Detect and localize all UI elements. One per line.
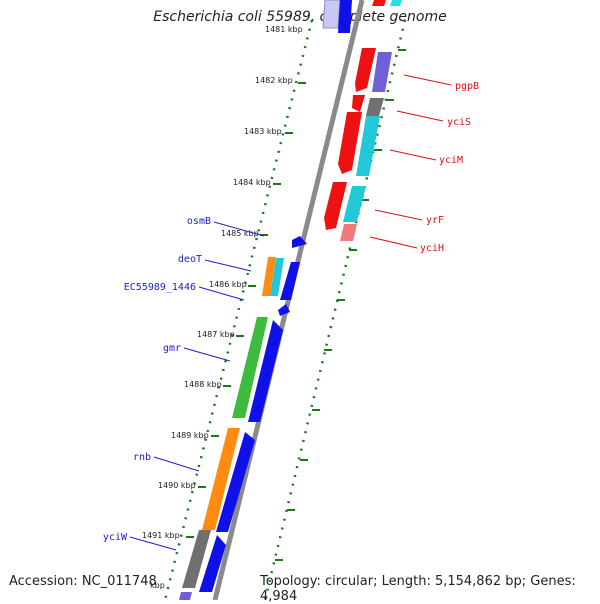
kbp-label: 1491 kbp [142,531,180,540]
gene-arrow-top-faded [322,0,341,29]
gene-arrow-yciM-cyan [356,116,380,176]
gene-arrow-yciM [338,112,362,174]
gene-arrow-gmr [248,320,283,422]
gene-arrow-top-cyan [390,0,402,6]
kbp-label: 1482 kbp [255,76,293,85]
gene-label-gmr: gmr [163,343,181,354]
leader-line-gmr [183,347,231,362]
kbp-ticks [186,82,306,538]
gene-arrow-yciH [340,224,357,241]
kbp-label: 1481 kbp [265,25,303,34]
leader-line-yciS [396,110,444,122]
gene-arrow-top-blue [338,0,352,33]
leader-line-EC55989-1446 [198,286,245,301]
kbp-label: 1488 kbp [184,380,222,389]
gene-label-yciS: yciS [447,117,471,128]
gene-label-EC55989-1446: EC55989_1446 [124,282,196,293]
leader-line-deoT [204,259,252,272]
gene-label-yrF: yrF [426,215,444,226]
gene-arrow-osmB [292,236,307,248]
accession-text: Accession: NC_011748 [9,574,157,589]
gene-label-yciH: yciH [420,243,444,254]
leader-line-rnb [153,456,200,472]
leader-line-pgpB [403,74,452,86]
gene-arrow-top-red [372,0,386,6]
leader-line-yciH [369,236,418,249]
kbp-label: kbp [150,581,165,590]
gene-arrow-rnb-orange [202,428,240,530]
outer-tick-track [263,19,407,600]
kbp-label: 1486 kbp [209,280,247,289]
genome-title: Escherichia coli 55989, complete genome [153,9,447,25]
gene-arrow-deoT [280,262,300,300]
leader-line-yciM [389,149,437,161]
gene-label-osmB: osmB [187,216,211,227]
outer-ticks [275,49,406,561]
gene-arrow-yrF-cyan [343,186,366,222]
gene-label-yciW: yciW [103,532,128,543]
kbp-label: 1483 kbp [244,127,282,136]
gene-arrow-pgpB [355,48,376,92]
gene-arrow-EC55989-1446 [278,304,290,316]
gene-label-pgpB: pgpB [455,81,479,92]
kbp-label: 1487 kbp [197,330,235,339]
kbp-label: 1490 kbp [158,481,196,490]
gene-arrow-yciS [352,95,365,112]
kbp-label: 1485 kbp [221,229,259,238]
gene-arrow-yciS-gray [366,98,384,116]
gene-arrow-rnb [216,432,255,532]
gene-label-deoT: deoT [178,254,202,265]
kbp-label: 1484 kbp [233,178,271,187]
gene-label-yciM: yciM [439,155,463,166]
gene-arrow-yrF [324,182,347,230]
gene-arrow-yciW-gray [182,530,211,588]
leader-line-yrF [374,209,423,221]
kbp-label: 1489 kbp [171,431,209,440]
gene-arrow-deoT-cyan [270,258,284,296]
gene-label-rnb: rnb [133,452,151,463]
leader-line-yciW [129,536,177,551]
inner-tick-track [163,19,314,600]
gene-arrow-deoT-orange [262,257,276,296]
gene-arrow-yciW [199,535,226,592]
leader-line-osmB [213,221,265,237]
gene-arrow-bottom [179,592,192,600]
gene-arrow-pgpB-purple [372,52,392,92]
gene-arrow-gmr-green [232,317,268,418]
